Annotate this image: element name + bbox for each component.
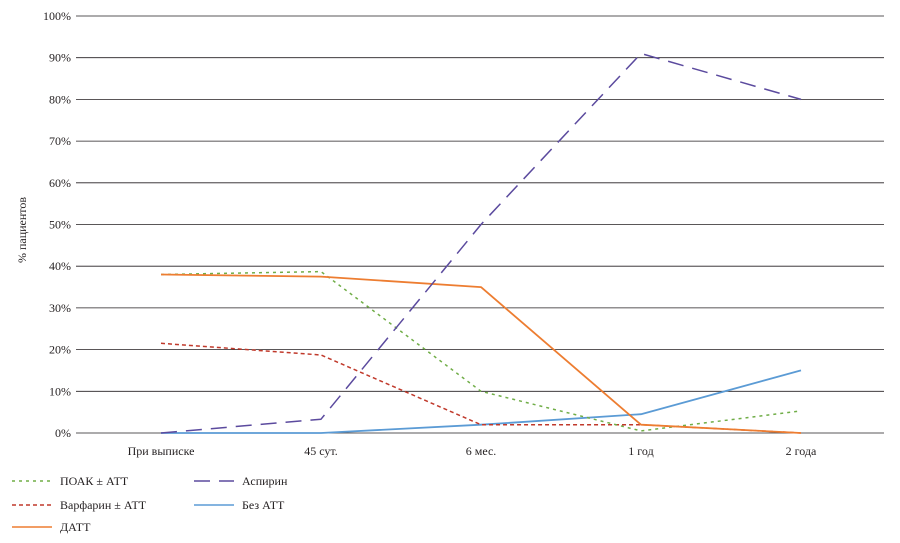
legend-item-datt: ДАТТ — [12, 518, 90, 536]
gridlines — [76, 15, 884, 434]
y-tick-label: 100% — [43, 9, 71, 23]
x-axis-ticks: При выписке 45 сут. 6 мес. 1 год 2 года — [128, 444, 817, 458]
series-line — [160, 270, 802, 432]
y-tick-label: 40% — [49, 259, 71, 273]
x-tick-label: При выписке — [128, 444, 195, 458]
y-axis-ticks: 0% 10% 20% 30% 40% 50% 60% 70% 80% 90% 100% — [43, 9, 71, 440]
legend-item-poak: ПОАК ± АТТ — [12, 472, 128, 490]
x-tick-label: 45 сут. — [304, 444, 338, 458]
legend-swatch-no-att — [194, 504, 234, 506]
y-tick-label: 70% — [49, 134, 71, 148]
legend-swatch-poak — [12, 480, 52, 482]
y-tick-label: 80% — [49, 92, 71, 106]
y-axis-label: % пациентов — [15, 197, 29, 263]
y-tick-label: 20% — [49, 343, 71, 357]
y-tick-label: 30% — [49, 301, 71, 315]
y-tick-label: 0% — [55, 426, 71, 440]
series-line — [161, 369, 802, 434]
legend-label-no-att: Без АТТ — [242, 497, 285, 512]
legend-item-aspirin: Аспирин — [194, 472, 287, 490]
legend-item-no-att: Без АТТ — [194, 496, 284, 514]
y-tick-label: 90% — [49, 51, 71, 65]
x-tick-label: 6 мес. — [466, 444, 497, 458]
legend-item-warfarin: Варфарин ± АТТ — [12, 496, 146, 514]
series-lines — [160, 52, 802, 434]
x-tick-label: 2 года — [786, 444, 817, 458]
series-line — [160, 342, 802, 434]
series-line — [160, 273, 802, 434]
legend-label-datt: ДАТТ — [60, 519, 91, 534]
legend-swatch-datt — [12, 526, 52, 528]
legend-label-poak: ПОАК ± АТТ — [60, 473, 129, 488]
legend-swatch-aspirin — [194, 480, 234, 482]
series-line — [160, 52, 802, 434]
y-tick-label: 10% — [49, 384, 71, 398]
legend: ПОАК ± АТТ Аспирин Варфарин ± АТТ Без АТ… — [12, 472, 412, 538]
line-chart: 0% 10% 20% 30% 40% 50% 60% 70% 80% 90% 100% При вы… — [15, 9, 884, 458]
legend-swatch-warfarin — [12, 504, 52, 506]
x-tick-label: 1 год — [628, 444, 653, 458]
legend-label-warfarin: Варфарин ± АТТ — [60, 497, 147, 512]
legend-label-aspirin: Аспирин — [242, 473, 288, 488]
y-tick-label: 50% — [49, 218, 71, 232]
y-tick-label: 60% — [49, 176, 71, 190]
